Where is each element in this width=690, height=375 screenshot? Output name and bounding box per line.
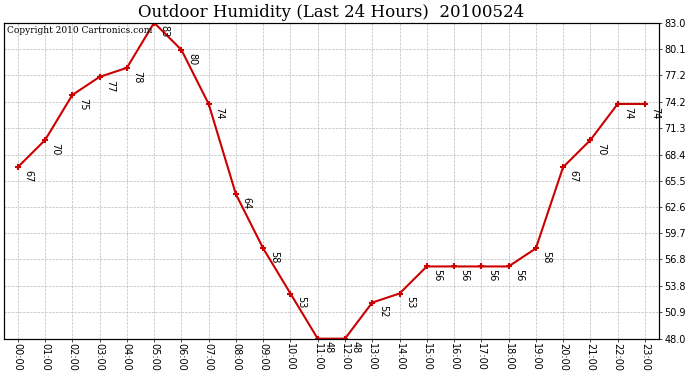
Text: 52: 52 (378, 305, 388, 318)
Text: 56: 56 (487, 269, 497, 282)
Text: 58: 58 (542, 251, 551, 264)
Text: 77: 77 (105, 80, 115, 92)
Text: 67: 67 (569, 170, 579, 182)
Text: 80: 80 (187, 53, 197, 65)
Text: 74: 74 (214, 107, 224, 119)
Text: 48: 48 (351, 342, 361, 354)
Text: 78: 78 (132, 70, 142, 83)
Text: 70: 70 (50, 143, 61, 155)
Text: 58: 58 (268, 251, 279, 264)
Text: 56: 56 (433, 269, 442, 282)
Text: 56: 56 (460, 269, 470, 282)
Title: Outdoor Humidity (Last 24 Hours)  20100524: Outdoor Humidity (Last 24 Hours) 2010052… (138, 4, 524, 21)
Text: 56: 56 (514, 269, 524, 282)
Text: 64: 64 (241, 197, 251, 209)
Text: 74: 74 (651, 107, 660, 119)
Text: 48: 48 (324, 342, 333, 354)
Text: 70: 70 (596, 143, 606, 155)
Text: Copyright 2010 Cartronics.com: Copyright 2010 Cartronics.com (8, 26, 152, 35)
Text: 74: 74 (623, 107, 633, 119)
Text: 67: 67 (23, 170, 33, 182)
Text: 53: 53 (405, 296, 415, 309)
Text: 83: 83 (159, 26, 170, 38)
Text: 53: 53 (296, 296, 306, 309)
Text: 75: 75 (78, 98, 88, 110)
